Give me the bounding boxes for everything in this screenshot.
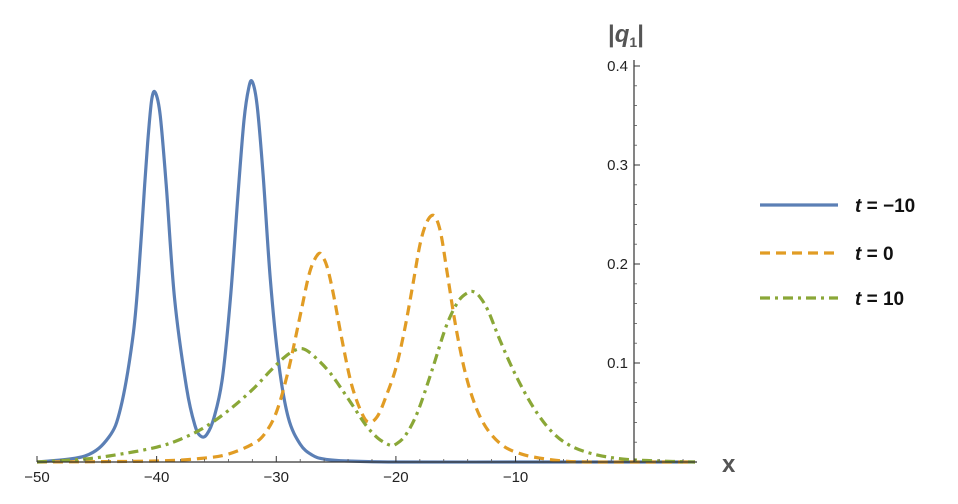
x-tick-label: −40	[144, 469, 169, 486]
y-axis-title-bar-left: |	[608, 21, 615, 48]
legend-label-2: t = 0	[855, 244, 894, 265]
x-tick-label: −10	[503, 469, 528, 486]
legend: t = −10 t = 0 t = 10	[760, 196, 915, 310]
y-tick-label: 0.2	[607, 256, 628, 273]
y-axis-title-bar-right: |	[637, 21, 644, 48]
x-tick-label: −50	[24, 469, 49, 486]
series-line-3	[36, 289, 696, 464]
y-axis-title: |q1|	[608, 21, 644, 50]
y-tick-label: 0.3	[607, 157, 628, 174]
series-line-2	[36, 213, 695, 464]
x-axis-title: x	[722, 451, 736, 478]
y-tick-label: 0.4	[607, 58, 628, 75]
x-tick-label: −30	[264, 469, 289, 486]
y-tick-label: 0.1	[607, 355, 628, 372]
y-ticks: 0.1 0.2 0.3 0.4	[607, 58, 640, 443]
legend-label-3: t = 10	[855, 289, 904, 310]
y-axis-title-q: q	[615, 21, 630, 48]
x-ticks: −50 −40 −30 −20 −10	[24, 456, 684, 486]
legend-label-1: t = −10	[855, 196, 915, 217]
plot-area	[36, 79, 696, 464]
x-tick-label: −20	[383, 469, 408, 486]
series-line-1	[36, 79, 695, 464]
y-axis-title-subscript: 1	[629, 34, 637, 50]
axes: −50 −40 −30 −20 −10 0.10.20.30.4 x |q1|	[24, 21, 736, 486]
